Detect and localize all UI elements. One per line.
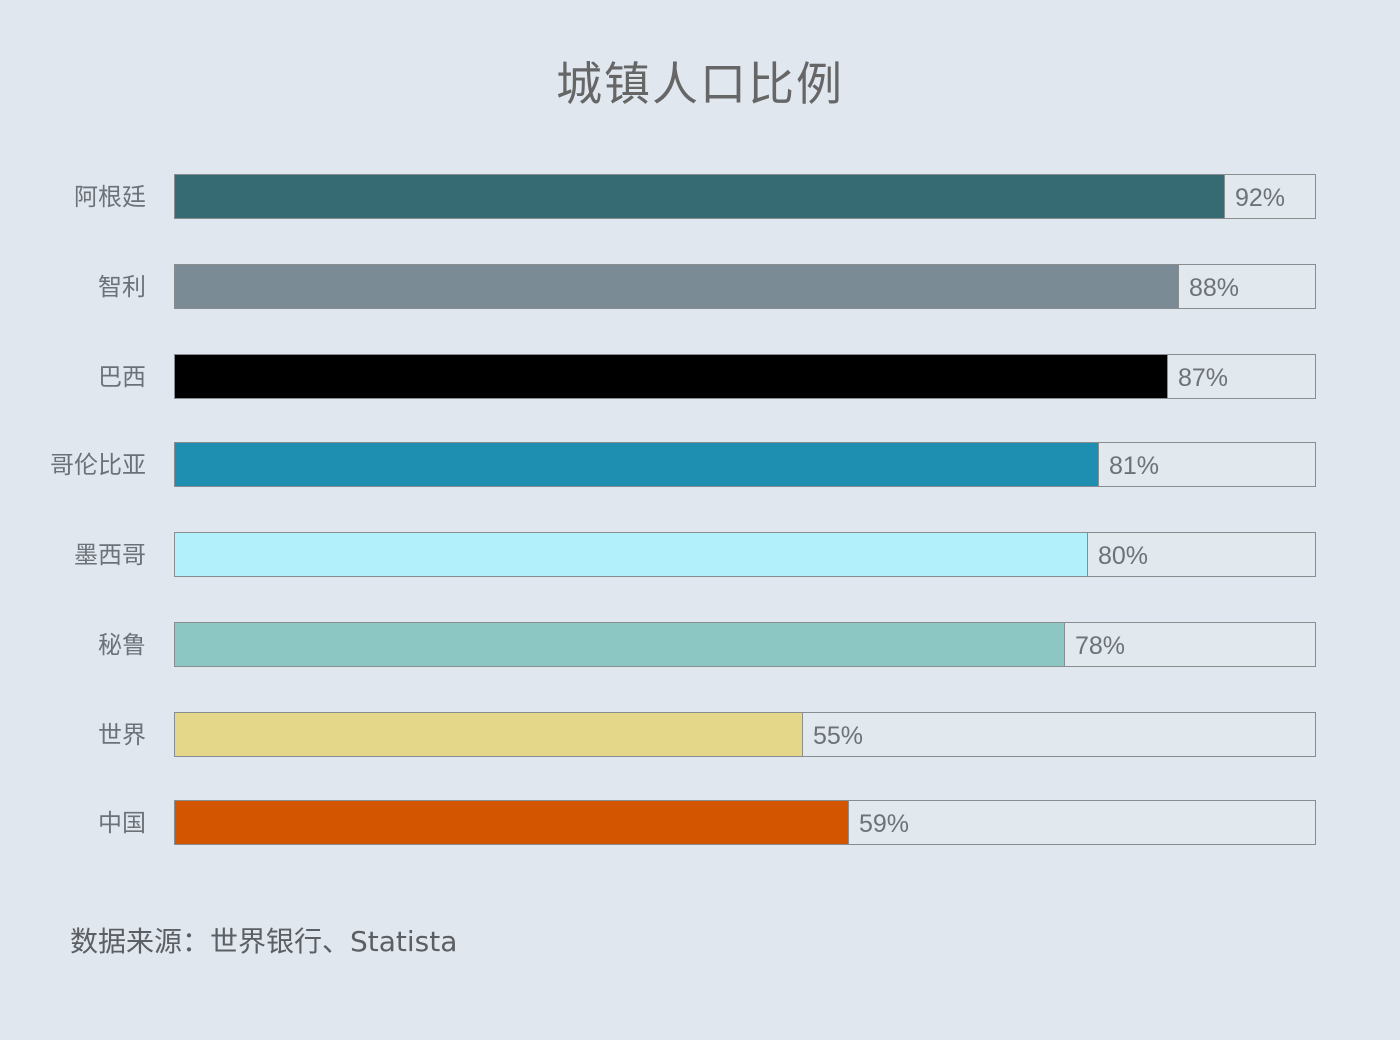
bar-fill xyxy=(175,533,1088,576)
bar-fill xyxy=(175,265,1179,308)
category-label: 巴西 xyxy=(98,363,146,391)
bar-track: 81% xyxy=(174,442,1316,487)
bar-row: 巴西 87% xyxy=(0,354,1400,400)
bar-row: 中国 59% xyxy=(0,800,1400,846)
bar-row: 墨西哥 80% xyxy=(0,532,1400,578)
category-label: 阿根廷 xyxy=(74,183,146,211)
bar-track: 88% xyxy=(174,264,1316,309)
value-label: 59% xyxy=(859,810,910,838)
bar-track: 80% xyxy=(174,532,1316,577)
bar-track: 59% xyxy=(174,800,1316,845)
bar-row: 阿根廷 92% xyxy=(0,174,1400,220)
bar-fill xyxy=(175,713,803,756)
category-label: 中国 xyxy=(98,809,146,837)
bar-row: 世界 55% xyxy=(0,712,1400,758)
bar-row: 智利 88% xyxy=(0,264,1400,310)
data-source-note: 数据来源：世界银行、Statista xyxy=(70,925,458,958)
value-label: 55% xyxy=(813,722,864,750)
bar-fill xyxy=(175,623,1065,666)
value-label: 78% xyxy=(1075,632,1126,660)
bar-track: 92% xyxy=(174,174,1316,219)
category-label: 哥伦比亚 xyxy=(50,451,146,479)
bar-row: 秘鲁 78% xyxy=(0,622,1400,668)
bar-track: 55% xyxy=(174,712,1316,757)
value-label: 87% xyxy=(1178,364,1229,392)
bar-track: 78% xyxy=(174,622,1316,667)
value-label: 88% xyxy=(1189,274,1240,302)
bar-fill xyxy=(175,355,1168,398)
bar-row: 哥伦比亚 81% xyxy=(0,442,1400,488)
bar-fill xyxy=(175,801,849,844)
value-label: 92% xyxy=(1235,184,1286,212)
bar-track: 87% xyxy=(174,354,1316,399)
value-label: 80% xyxy=(1098,542,1149,570)
category-label: 智利 xyxy=(98,273,146,301)
bar-fill xyxy=(175,175,1225,218)
category-label: 世界 xyxy=(98,721,146,749)
bar-fill xyxy=(175,443,1099,486)
category-label: 墨西哥 xyxy=(74,541,146,569)
chart-title: 城镇人口比例 xyxy=(556,57,844,111)
category-label: 秘鲁 xyxy=(98,631,146,659)
value-label: 81% xyxy=(1109,452,1160,480)
